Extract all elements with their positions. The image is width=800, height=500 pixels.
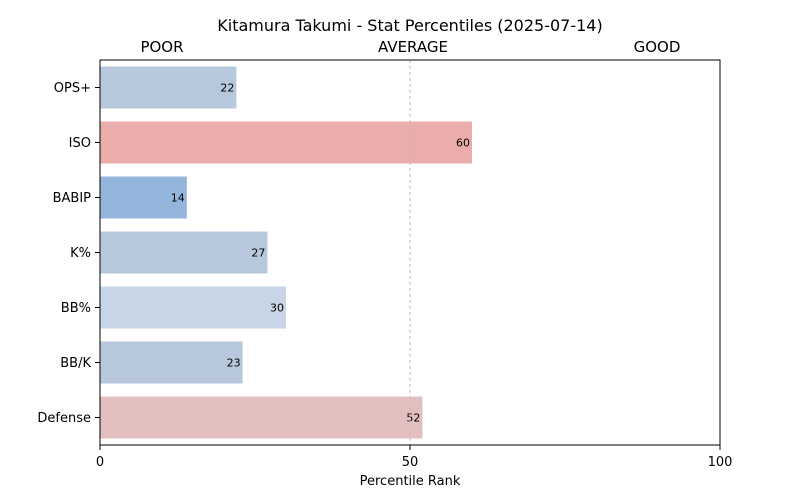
bar-3: [100, 231, 268, 274]
value-label-5: 23: [227, 357, 241, 370]
bar-2: [100, 176, 187, 219]
value-label-1: 60: [456, 137, 470, 150]
y-tick-label-1: ISO: [69, 136, 91, 151]
y-tick-label-5: BB/K: [60, 356, 91, 371]
bar-4: [100, 286, 286, 329]
band-label-good: GOOD: [634, 38, 681, 56]
value-label-6: 52: [406, 412, 420, 425]
bar-1: [100, 121, 472, 164]
bar-5: [100, 341, 243, 384]
chart-title: Kitamura Takumi - Stat Percentiles (2025…: [217, 16, 602, 35]
bar-6: [100, 396, 423, 439]
band-label-poor: POOR: [140, 38, 183, 56]
y-tick-label-6: Defense: [37, 411, 91, 426]
value-label-4: 30: [270, 302, 284, 315]
value-label-0: 22: [220, 82, 234, 95]
value-label-3: 27: [251, 247, 265, 260]
x-tick-label-1: 50: [402, 455, 419, 470]
x-axis-label: Percentile Rank: [360, 474, 461, 489]
plot-area: 22 OPS+ 60 ISO 14 BABIP 27 K% 30 BB% 23 BB/K 52 Defen…: [37, 59, 733, 470]
y-tick-label-2: BABIP: [53, 191, 92, 206]
bar-0: [100, 66, 237, 109]
value-label-2: 14: [171, 192, 185, 205]
x-tick-label-0: 0: [96, 455, 104, 470]
y-tick-label-3: K%: [70, 246, 91, 261]
band-label-average: AVERAGE: [378, 38, 448, 56]
y-tick-label-0: OPS+: [54, 81, 91, 96]
y-tick-label-4: BB%: [61, 301, 91, 316]
x-tick-label-2: 100: [708, 455, 733, 470]
